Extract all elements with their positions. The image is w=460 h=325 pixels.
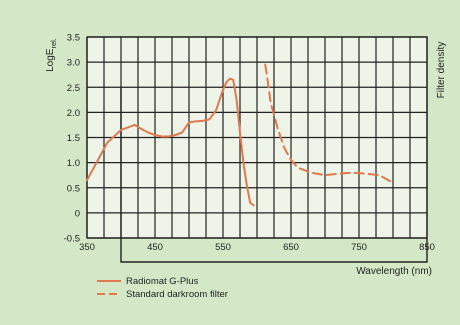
y-tick-label: 1.0 [67, 158, 80, 169]
series-lines [86, 63, 394, 207]
x-tick-label: 350 [79, 242, 95, 253]
y-tick-label: 2.5 [67, 83, 80, 94]
y-tick-label: 3.0 [67, 58, 80, 69]
y-tick-label: -0.5 [64, 234, 80, 245]
legend: Radiomat G-Plus Standard darkroom filter [97, 276, 228, 300]
series-line-1 [86, 77, 255, 207]
y-axis-label-right: Filter density [436, 42, 447, 99]
x-tick-label: 650 [283, 242, 299, 253]
y-axis-label: LogErel. [45, 38, 58, 72]
axis-bracket [120, 87, 428, 263]
y-tick-label: 3.5 [67, 33, 80, 44]
y-axis-label-sub: rel. [49, 38, 58, 48]
y-tick-label: 1.5 [67, 133, 80, 144]
legend-label-1: Radiomat G-Plus [126, 276, 199, 287]
axes [120, 87, 428, 263]
y-tick-label: 2.0 [67, 108, 80, 119]
y-tick-label: 0 [75, 208, 80, 219]
x-tick-label: 850 [419, 242, 435, 253]
grid [86, 36, 428, 239]
legend-label-2: Standard darkroom filter [126, 289, 228, 300]
x-tick-label: 550 [215, 242, 231, 253]
y-axis-label-main: LogE [45, 48, 56, 72]
series-line-2 [264, 63, 394, 184]
x-axis-label: Wavelength (nm) [356, 266, 432, 277]
x-tick-label: 450 [147, 242, 163, 253]
y-tick-label: 0.5 [67, 183, 80, 194]
x-tick-label: 750 [351, 242, 367, 253]
labels: -0.5 0 0.5 1.0 1.5 2.0 2.5 3.0 3.5 350 450 550 650 75… [45, 33, 447, 278]
